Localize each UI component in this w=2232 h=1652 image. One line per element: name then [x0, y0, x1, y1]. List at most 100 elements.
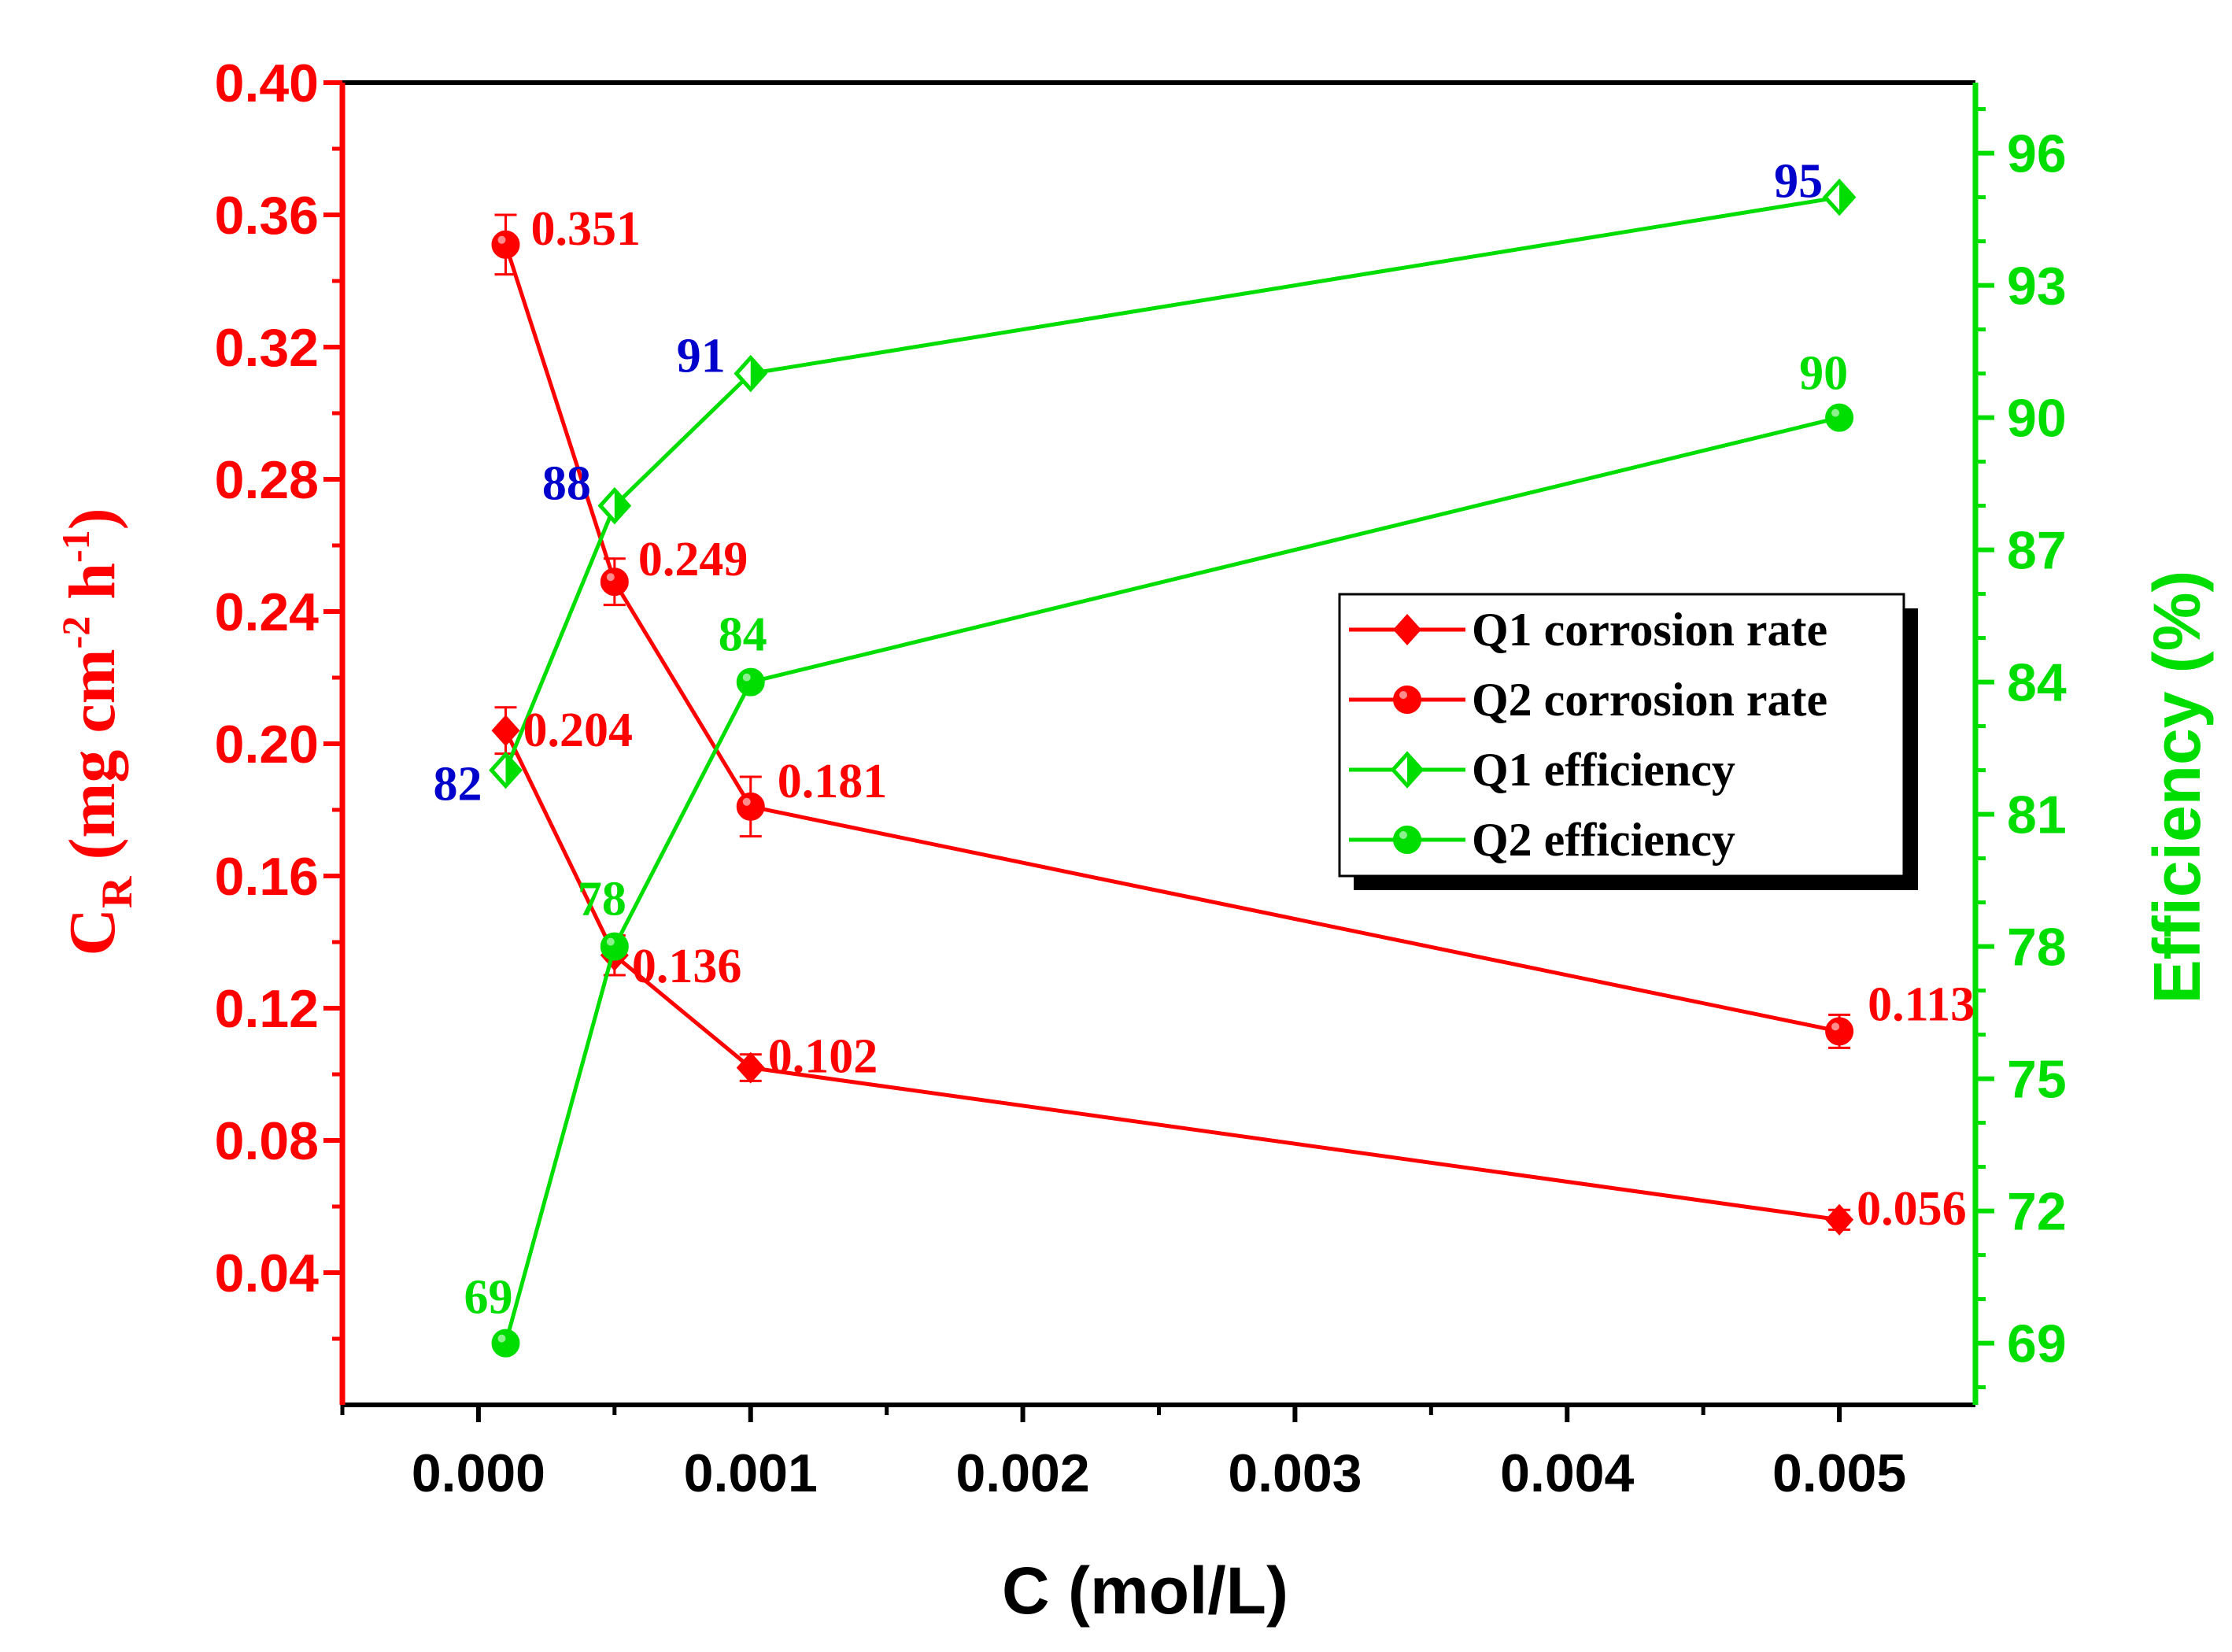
series-line: [504, 416, 1840, 1344]
data-point: [600, 932, 629, 961]
legend-marker: [1393, 686, 1421, 714]
left-y-label-unit-mid: h: [56, 563, 129, 616]
series-line: [504, 195, 1840, 771]
series-group: [489, 178, 1857, 1358]
data-label: 90: [1799, 347, 1848, 401]
left-y-label-unit-open: (mg cm: [56, 649, 129, 876]
right-y-tick-label: 96: [2007, 124, 2067, 184]
x-axis-label: C (mol/L): [1002, 1554, 1288, 1628]
data-point-highlight: [606, 937, 615, 946]
right-y-tick-label: 93: [2007, 257, 2067, 316]
legend-entry: Q2 corrosion rate: [1349, 674, 1827, 726]
x-tick-label: 0.000: [412, 1443, 545, 1503]
data-label: 84: [719, 608, 767, 662]
data-point: [491, 715, 520, 747]
data-point-half: [505, 754, 520, 786]
left-y-tick-label: 0.36: [215, 186, 319, 246]
series-line: [504, 244, 1840, 1033]
legend-entry: Q1 corrosion rate: [1349, 604, 1827, 656]
left-y-label-exp2: -1: [54, 530, 98, 563]
data-label: 88: [542, 457, 591, 511]
axes-group: 0.000 0.001 0.002 0.003 0.004 0.005 0.04 0.08 0.…: [215, 54, 2067, 1503]
data-label: 0.351: [531, 202, 641, 256]
data-labels-group: 0.204 0.136 0.102 0.056 0.351 0.249 0.181 0.113…: [434, 155, 1975, 1325]
right-y-tick-label: 84: [2007, 653, 2067, 713]
legend: Q1 corrosion rate Q2 corrosion rate Q1 eff…: [1338, 593, 1918, 890]
x-tick-label: 0.003: [1228, 1443, 1362, 1503]
left-y-tick-label: 0.16: [215, 847, 319, 907]
data-point: [736, 1051, 765, 1084]
legend-entry: Q2 efficiency: [1349, 814, 1735, 866]
data-point-half: [614, 490, 629, 522]
data-point-highlight: [497, 1334, 506, 1343]
x-tick-label: 0.002: [955, 1443, 1089, 1503]
right-y-tick-label: 87: [2007, 521, 2067, 581]
data-label: 69: [464, 1271, 513, 1325]
left-y-tick-label: 0.12: [215, 979, 319, 1039]
data-label: 91: [677, 330, 726, 383]
left-y-tick-label: 0.20: [215, 715, 319, 774]
right-y-axis-label: Efficiency (%): [2140, 571, 2214, 1004]
data-point: [1825, 1203, 1854, 1236]
data-point: [736, 667, 765, 697]
right-y-tick-label: 72: [2007, 1182, 2067, 1242]
right-y-tick-label: 75: [2007, 1050, 2067, 1110]
data-label: 82: [434, 758, 482, 811]
left-y-label-unit-close: ): [56, 508, 129, 530]
data-point-highlight: [742, 797, 751, 806]
left-y-tick-label: 0.40: [215, 54, 319, 113]
data-point-highlight: [1831, 1022, 1840, 1031]
left-y-tick-label: 0.24: [215, 582, 320, 642]
data-point: [1825, 1017, 1854, 1046]
legend-label: Q1 efficiency: [1472, 744, 1735, 796]
data-point: [736, 792, 765, 821]
legend-marker-highlight: [1399, 691, 1407, 699]
data-label: 0.102: [768, 1030, 878, 1084]
data-point-highlight: [1831, 408, 1840, 417]
legend-marker-highlight: [1399, 831, 1407, 839]
legend-entry: Q1 efficiency: [1349, 744, 1735, 796]
legend-label: Q2 corrosion rate: [1472, 674, 1827, 726]
data-point: [600, 567, 629, 597]
data-label: 0.204: [523, 704, 634, 757]
left-y-tick-label: 0.32: [215, 318, 319, 378]
data-label: 0.113: [1868, 978, 1975, 1031]
series-line: [504, 730, 1840, 1222]
left-y-tick-label: 0.04: [215, 1244, 320, 1303]
legend-label: Q1 corrosion rate: [1472, 604, 1827, 656]
data-point: [491, 230, 520, 259]
data-point-half: [750, 357, 765, 390]
legend-marker: [1393, 614, 1421, 645]
data-point-highlight: [606, 573, 615, 582]
legend-marker: [1393, 826, 1421, 854]
data-label: 0.249: [638, 533, 748, 586]
left-y-tick-label: 0.08: [215, 1111, 319, 1171]
data-point-highlight: [742, 673, 751, 682]
x-tick-label: 0.004: [1500, 1443, 1634, 1503]
right-y-tick-label: 78: [2007, 918, 2067, 978]
legend-box: [1338, 593, 1905, 878]
data-label: 0.136: [632, 940, 742, 993]
right-y-tick-label: 81: [2007, 785, 2067, 845]
left-y-label-main: C: [56, 908, 129, 956]
x-tick-label: 0.005: [1772, 1443, 1906, 1503]
series-q2-corrosion-rate: [491, 213, 1854, 1049]
data-label: 0.056: [1857, 1182, 1967, 1236]
x-tick-label: 0.001: [684, 1443, 818, 1503]
series-q1-efficiency: [489, 178, 1857, 789]
data-label: 0.181: [778, 755, 888, 808]
legend-marker-half: [1407, 754, 1421, 785]
series-q2-efficiency: [491, 403, 1854, 1358]
data-point: [1825, 403, 1854, 432]
left-y-axis-label: CR (mg cm-2 h-1): [54, 508, 142, 955]
legend-label: Q2 efficiency: [1472, 814, 1735, 866]
data-point-half: [1839, 181, 1854, 213]
left-y-tick-label: 0.28: [215, 450, 319, 510]
data-label: 78: [578, 873, 626, 926]
data-point-highlight: [497, 235, 506, 244]
left-y-label-exp1: -2: [54, 616, 98, 649]
data-point: [491, 1329, 520, 1358]
right-y-tick-label: 90: [2007, 389, 2067, 449]
left-y-label-sub: R: [93, 876, 142, 908]
